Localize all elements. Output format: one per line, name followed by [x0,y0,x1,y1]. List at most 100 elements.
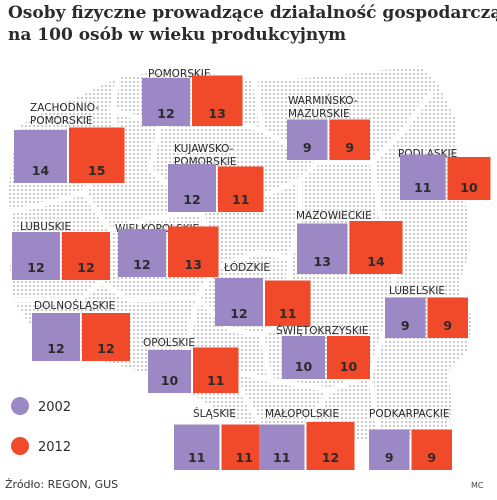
bar-2002-lubuskie [12,232,60,280]
bar-2002-wielkopolskie [118,229,166,277]
value-label-2002-opolskie: 10 [161,373,179,388]
region-label-dolnoslaskie: DOLNOŚLĄSKIE [34,299,115,312]
legend: 2002 2012 [11,397,71,455]
value-label-2002-zachodnio-pomorskie: 14 [32,163,50,178]
region-label-line: MAZURSKIE [288,108,350,120]
bar-2002-kujawsko-pomorskie [168,164,216,212]
region-warminsko-mazurskie: WARMIŃSKO-MAZURSKIE 9 9 [287,94,370,160]
bar-2002-podkarpackie [369,429,410,470]
legend-swatch-2002 [11,397,29,415]
value-label-2002-podlaskie: 11 [414,180,431,195]
region-label-mazowieckie: MAZOWIECKIE [296,210,372,222]
value-label-2012-lodzkie: 11 [279,306,296,321]
value-label-2012-podlaskie: 10 [460,180,478,195]
bar-2002-mazowieckie [297,223,348,274]
value-label-2002-slaskie: 11 [188,450,205,465]
legend-swatch-2012 [11,437,29,455]
region-mazowieckie: MAZOWIECKIE 13 14 [296,210,403,274]
value-label-2002-lubelskie: 9 [401,318,410,333]
region-label-swietokrzyskie: ŚWIĘTOKRZYSKIE [276,324,369,337]
bar-2012-warminsko-mazurskie [329,119,370,160]
region-label-line: OPOLSKIE [143,337,195,349]
region-swietokrzyskie: ŚWIĘTOKRZYSKIE 10 10 [276,324,370,379]
bar-2012-podkarpackie [411,429,452,470]
bar-2012-zachodnio-pomorskie [69,127,125,183]
bar-2012-kujawsko-pomorskie [218,166,264,212]
region-lodzkie: ŁÓDZKIE 12 11 [215,261,311,326]
region-label-line: WARMIŃSKO- [288,94,358,107]
value-label-2012-mazowieckie: 14 [367,254,385,269]
value-label-2002-kujawsko-pomorskie: 12 [183,192,200,207]
value-label-2012-lubuskie: 12 [77,260,94,275]
value-label-2002-lodzkie: 12 [230,306,247,321]
bar-2002-lubelskie [385,297,426,338]
region-zachodnio-pomorskie: ZACHODNIO-POMORSKIE 14 15 [14,102,125,183]
region-label-line: ŁÓDZKIE [223,261,270,274]
bar-2002-slaskie [174,424,220,470]
region-podkarpackie: PODKARPACKIE 9 9 [369,408,452,470]
bar-2002-podlaskie [400,154,446,200]
region-label-line: PODKARPACKIE [369,408,449,420]
region-label-opolskie: OPOLSKIE [143,337,195,349]
bar-2012-pomorskie [192,75,243,126]
bar-2002-zachodnio-pomorskie [14,130,67,183]
bar-2002-opolskie [148,350,191,393]
value-label-2012-wielkopolskie: 13 [185,257,202,272]
title-line-1: Osoby fizyczne prowadzące działalność go… [8,3,497,23]
region-dolnoslaskie: DOLNOŚLĄSKIE 12 12 [32,299,130,361]
region-lubelskie: LUBELSKIE 9 9 [385,285,468,338]
region-label-line: LUBUSKIE [20,221,71,233]
value-label-2002-podkarpackie: 9 [385,450,394,465]
regions-layer: POMORSKIE 12 13 ZACHODNIO-POMORSKIE 14 15 WARM… [12,68,491,470]
bar-2012-lubelskie [427,297,468,338]
source-note: Źródło: REGON, GUS [5,478,119,491]
region-label-lubuskie: LUBUSKIE [20,221,71,233]
value-label-2002-lubuskie: 12 [27,260,44,275]
bar-2002-pomorskie [142,78,190,126]
bar-2002-warminsko-mazurskie [287,119,328,160]
value-label-2012-lubelskie: 9 [443,318,452,333]
region-label-line: ŚWIĘTOKRZYSKIE [276,324,369,337]
value-label-2012-dolnoslaskie: 12 [97,341,114,356]
bar-2012-opolskie [193,347,239,393]
region-label-line: ZACHODNIO- [30,102,99,114]
value-label-2002-wielkopolskie: 12 [133,257,150,272]
value-label-2002-dolnoslaskie: 12 [47,341,64,356]
region-label-lubelskie: LUBELSKIE [389,285,445,297]
bar-2012-lodzkie [265,280,311,326]
bar-2002-lodzkie [215,278,263,326]
value-label-2002-mazowieckie: 13 [314,254,331,269]
value-label-2012-zachodnio-pomorskie: 15 [88,163,105,178]
value-label-2012-podkarpackie: 9 [427,450,436,465]
region-label-podkarpackie: PODKARPACKIE [369,408,449,420]
region-label-line: ŚLĄSKIE [193,407,236,420]
bar-2012-swietokrzyskie [327,336,370,379]
region-label-line: LUBELSKIE [389,285,445,297]
value-label-2012-swietokrzyskie: 10 [340,359,358,374]
bar-2012-dolnoslaskie [82,313,130,361]
region-label-lodzkie: ŁÓDZKIE [223,261,270,274]
bar-2002-swietokrzyskie [282,336,325,379]
region-opolskie: OPOLSKIE 10 11 [143,337,239,393]
region-label-zachodnio-pomorskie: ZACHODNIO-POMORSKIE [30,102,99,127]
region-label-malopolskie: MAŁOPOLSKIE [265,408,339,420]
region-malopolskie: MAŁOPOLSKIE 11 12 [259,408,355,470]
value-label-2002-malopolskie: 11 [273,450,290,465]
border-line [367,159,401,445]
region-label-line: MAŁOPOLSKIE [265,408,339,420]
value-label-2012-slaskie: 11 [236,450,253,465]
bar-2002-dolnoslaskie [32,313,80,361]
value-label-2012-kujawsko-pomorskie: 11 [232,192,249,207]
legend-label-2002: 2002 [38,400,71,415]
bar-2012-mazowieckie [349,221,403,274]
title-line-2: na 100 osób w wieku produkcyjnym [8,25,347,45]
value-label-2002-warminsko-mazurskie: 9 [303,140,312,155]
value-label-2012-opolskie: 11 [207,373,224,388]
region-label-line: KUJAWSKO- [174,143,234,155]
value-label-2012-malopolskie: 12 [322,450,339,465]
chart-title: Osoby fizyczne prowadzące działalność go… [8,2,497,46]
value-label-2012-pomorskie: 13 [209,106,226,121]
bar-2012-malopolskie [306,422,355,470]
